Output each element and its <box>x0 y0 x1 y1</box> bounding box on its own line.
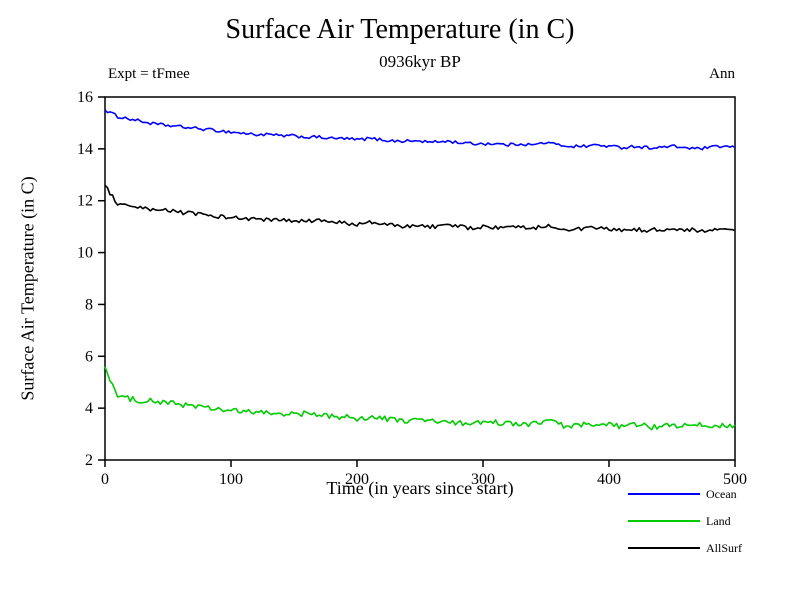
legend-label-allsurf: AllSurf <box>706 540 742 555</box>
svg-text:500: 500 <box>723 471 747 488</box>
svg-text:12: 12 <box>77 193 93 210</box>
svg-text:14: 14 <box>77 141 93 158</box>
svg-text:400: 400 <box>597 471 621 488</box>
experiment-annotation: Expt = tFmee <box>108 66 190 82</box>
svg-text:2: 2 <box>85 452 93 469</box>
legend-item-land: Land <box>628 513 731 529</box>
y-axis-label: Surface Air Temperature (in C) <box>17 176 38 401</box>
svg-text:200: 200 <box>345 471 369 488</box>
svg-text:10: 10 <box>77 245 93 262</box>
ocean-line-swatch <box>628 493 700 495</box>
svg-text:16: 16 <box>77 89 93 106</box>
svg-text:300: 300 <box>471 471 495 488</box>
svg-text:4: 4 <box>85 400 93 417</box>
land-line-swatch <box>628 520 700 522</box>
legend-item-allsurf: AllSurf <box>628 540 742 556</box>
legend-label-land: Land <box>706 513 731 528</box>
legend-item-ocean: Ocean <box>628 486 737 502</box>
svg-text:100: 100 <box>219 471 243 488</box>
svg-text:6: 6 <box>85 348 93 365</box>
svg-text:8: 8 <box>85 296 93 313</box>
chart-title: Surface Air Temperature (in C) <box>225 14 575 45</box>
legend-label-ocean: Ocean <box>706 486 737 501</box>
x-axis-label: Time (in years since start) <box>326 478 514 498</box>
svg-text:0: 0 <box>101 471 109 488</box>
allsurf-line-swatch <box>628 547 700 549</box>
season-annotation: Ann <box>709 66 735 82</box>
chart-subtitle: 0936kyr BP <box>379 52 461 71</box>
